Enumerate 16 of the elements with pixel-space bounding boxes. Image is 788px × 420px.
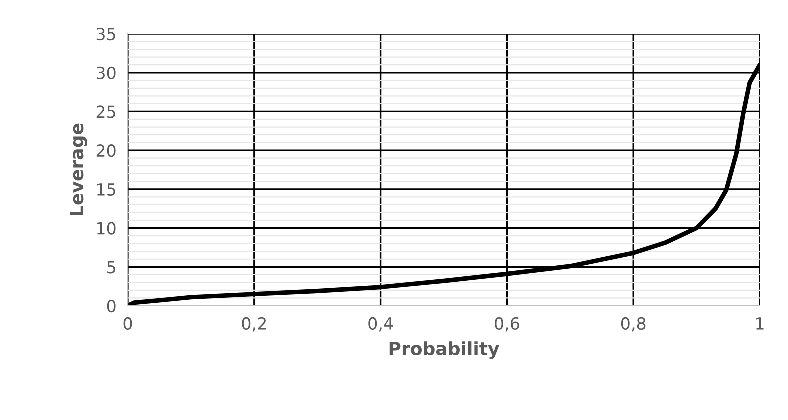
y-tick-label: 25 <box>96 106 116 118</box>
y-tick-label: 35 <box>96 28 116 41</box>
y-axis-title: Leverage <box>70 124 88 216</box>
y-tick-label: 30 <box>96 66 116 80</box>
y-tick-label: 5 <box>108 261 116 274</box>
x-tick-label: 0,6 <box>495 317 520 332</box>
x-tick-label: 0,8 <box>621 317 646 332</box>
y-tick-label: 0 <box>107 300 116 313</box>
y-tick-label: 15 <box>98 184 116 196</box>
y-tick-label: 20 <box>96 144 116 158</box>
x-tick-label: 0,4 <box>368 317 394 332</box>
x-tick-label: 0,2 <box>242 317 266 332</box>
x-tick-label: 1 <box>756 318 764 330</box>
x-axis-title: Probability <box>390 342 500 360</box>
y-tick-label: 10 <box>98 222 116 235</box>
x-tick-label: 0 <box>124 317 132 330</box>
